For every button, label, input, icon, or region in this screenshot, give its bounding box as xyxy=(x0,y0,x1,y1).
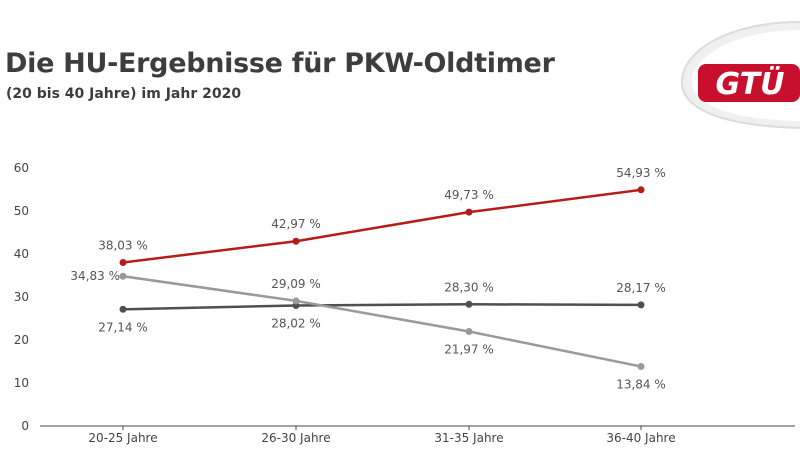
data-label-dark-gray: 28,02 % xyxy=(271,317,321,331)
series-light-gray xyxy=(119,272,645,370)
logo-text: GTÜ xyxy=(716,65,785,102)
data-label-dark-gray: 28,17 % xyxy=(616,281,666,295)
x-tick-label: 36-40 Jahre xyxy=(606,431,675,445)
data-label-red: 54,93 % xyxy=(616,166,666,180)
data-point-light-gray xyxy=(637,362,645,370)
data-label-light-gray: 29,09 % xyxy=(271,277,321,291)
data-point-dark-gray xyxy=(119,305,127,313)
data-point-red xyxy=(637,186,645,194)
series-line-red xyxy=(122,188,642,264)
data-point-light-gray xyxy=(292,297,300,305)
data-label-light-gray: 34,83 % xyxy=(70,269,120,283)
data-point-light-gray xyxy=(465,328,473,336)
y-tick-label: 40 xyxy=(14,247,29,261)
data-label-red: 42,97 % xyxy=(271,217,321,231)
y-tick-label: 50 xyxy=(14,204,29,218)
x-tick-label: 26-30 Jahre xyxy=(261,431,330,445)
data-label-light-gray: 13,84 % xyxy=(616,377,666,391)
series-dark-gray xyxy=(119,300,645,313)
data-label-red: 38,03 % xyxy=(98,238,148,252)
series-line-dark-gray xyxy=(122,303,642,311)
data-point-red xyxy=(465,208,473,216)
data-point-light-gray xyxy=(119,272,127,280)
data-label-dark-gray: 28,30 % xyxy=(444,280,494,294)
data-point-dark-gray xyxy=(637,301,645,309)
x-tick-label: 20-25 Jahre xyxy=(88,431,157,445)
series-red xyxy=(119,186,645,266)
axes: 0 10 20 30 40 50 60 20-25 Jahre 26-30 Jahre 31-35… xyxy=(14,161,795,445)
data-point-dark-gray xyxy=(465,300,473,308)
data-point-red xyxy=(292,237,300,245)
y-tick-label: 0 xyxy=(21,419,29,433)
data-label-light-gray: 21,97 % xyxy=(444,343,494,357)
data-label-red: 49,73 % xyxy=(444,188,494,202)
logo-badge xyxy=(698,64,800,102)
series-line-light-gray xyxy=(122,274,642,368)
y-tick-label: 20 xyxy=(14,333,29,347)
y-tick-label: 30 xyxy=(14,290,29,304)
chart-subtitle: (20 bis 40 Jahre) im Jahr 2020 xyxy=(6,86,242,102)
x-tick-label: 31-35 Jahre xyxy=(434,431,503,445)
y-tick-label: 10 xyxy=(14,376,29,390)
data-point-red xyxy=(119,258,127,266)
series-layer: 27,14 % 28,02 % 28,30 % 28,17 % 34,83 % 29,09… xyxy=(70,166,665,392)
y-tick-label: 60 xyxy=(14,161,29,175)
gtu-logo: GTÜ xyxy=(680,21,800,129)
chart-title: Die HU-Ergebnisse für PKW-Oldtimer xyxy=(5,48,555,79)
data-label-dark-gray: 27,14 % xyxy=(98,320,148,334)
